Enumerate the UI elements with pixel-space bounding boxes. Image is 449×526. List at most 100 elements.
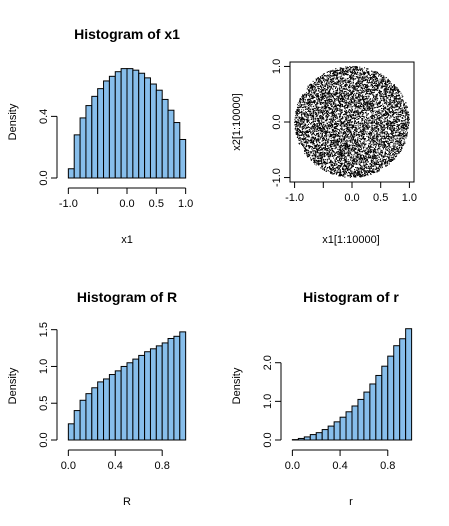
scatter-point (349, 123, 351, 125)
scatter-point (360, 159, 362, 161)
scatter-point (339, 113, 341, 115)
scatter-point (295, 129, 297, 131)
scatter-point (330, 137, 332, 139)
scatter-point (359, 89, 361, 91)
scatter-point (389, 111, 391, 113)
scatter-point (313, 112, 315, 114)
scatter-point (344, 108, 346, 110)
scatter-point (356, 118, 358, 120)
scatter-point (366, 69, 368, 71)
scatter-point (294, 124, 296, 126)
scatter-point (397, 134, 399, 136)
scatter-point (325, 120, 327, 122)
scatter-point (365, 155, 367, 157)
scatter-point (313, 161, 315, 163)
scatter-point (403, 107, 405, 109)
scatter-point (341, 156, 343, 158)
scatter-point (318, 81, 320, 83)
scatter-point (333, 135, 335, 137)
scatter-point (345, 168, 347, 170)
scatter-point (392, 139, 394, 141)
scatter-point (314, 159, 316, 161)
scatter-point (404, 117, 406, 119)
scatter-point (393, 119, 395, 121)
scatter-point (346, 95, 348, 97)
scatter-point (383, 99, 385, 101)
scatter-point (358, 167, 360, 169)
scatter-point (350, 101, 352, 103)
scatter-point (342, 129, 344, 131)
scatter-point (388, 108, 390, 110)
scatter-point (322, 140, 324, 142)
scatter-point (304, 116, 306, 118)
scatter-point (360, 108, 362, 110)
scatter-point (324, 132, 326, 134)
scatter-point (319, 152, 321, 154)
scatter-point (368, 102, 370, 104)
scatter-point (362, 88, 364, 90)
scatter-point (373, 137, 375, 139)
scatter-point (340, 128, 342, 130)
scatter-point (348, 144, 350, 146)
scatter-point (401, 146, 403, 148)
scatter-point (326, 141, 328, 143)
scatter-point (331, 149, 333, 151)
scatter-point (334, 130, 336, 132)
scatter-point (321, 107, 323, 109)
scatter-point (311, 151, 313, 153)
scatter-point (383, 124, 385, 126)
scatter-point (315, 164, 317, 166)
scatter-point (325, 139, 327, 141)
scatter-point (357, 74, 359, 76)
scatter-point (318, 89, 320, 91)
histogram-bar (120, 68, 128, 179)
scatter-point (348, 76, 350, 78)
scatter-point (382, 103, 384, 105)
scatter-point (319, 129, 321, 131)
scatter-point (397, 128, 399, 130)
scatter-point (302, 144, 304, 146)
scatter-point (349, 130, 351, 132)
scatter-point (374, 70, 376, 72)
scatter-point (315, 80, 317, 82)
scatter-point (296, 107, 298, 109)
scatter-point (323, 72, 325, 74)
scatter-point (384, 109, 386, 111)
scatter-point (363, 174, 365, 176)
scatter-point (321, 87, 323, 89)
scatter-point (377, 170, 379, 172)
scatter-point (354, 93, 356, 95)
scatter-point (354, 72, 355, 74)
scatter-point (389, 106, 391, 108)
scatter-point (314, 104, 316, 106)
scatter-point (338, 171, 340, 173)
scatter-point (340, 68, 342, 70)
scatter-point (366, 87, 368, 89)
scatter-point (325, 140, 327, 142)
scatter-point (348, 130, 350, 132)
scatter-point (315, 120, 316, 122)
scatter-point (365, 95, 367, 97)
scatter-point (325, 83, 327, 85)
scatter-point (339, 136, 341, 138)
points-layer (294, 66, 410, 178)
x-axis-label: x1 (121, 234, 133, 246)
scatter-point (402, 95, 404, 97)
scatter-point (333, 98, 335, 100)
scatter-point (309, 150, 311, 152)
scatter-point (377, 81, 379, 83)
scatter-point (374, 89, 376, 91)
scatter-point (296, 115, 298, 117)
scatter-point (385, 86, 387, 88)
scatter-point (363, 125, 365, 127)
scatter-point (342, 147, 344, 149)
scatter-point (360, 68, 362, 70)
scatter-point (332, 85, 334, 87)
scatter-point (354, 176, 356, 178)
scatter-point (334, 93, 336, 95)
scatter-point (336, 72, 338, 74)
scatter-point (335, 132, 337, 134)
scatter-point (332, 92, 334, 94)
scatter-point (340, 72, 342, 74)
scatter-point (396, 103, 398, 105)
